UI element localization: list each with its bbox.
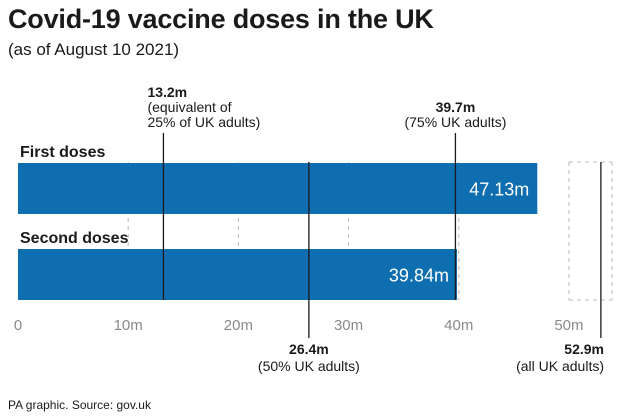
reference-label-3-line-2: (50% UK adults) [258, 358, 360, 374]
x-tick-label-20: 20m [224, 317, 253, 334]
x-tick-label-0: 0 [14, 317, 22, 334]
reference-label-2-line-1: 39.7m [436, 99, 476, 115]
reference-label-1-line-1: 13.2m [147, 84, 187, 100]
reference-label-1-line-3: 25% of UK adults) [147, 114, 260, 130]
chart-subtitle: (as of August 10 2021) [8, 40, 180, 59]
category-label-1: First doses [20, 144, 105, 161]
x-tick-label-50: 50m [554, 317, 583, 334]
chart-title: Covid-19 vaccine doses in the UK [8, 4, 434, 34]
bar-2 [18, 249, 457, 300]
x-tick-label-40: 40m [444, 317, 473, 334]
bar-value-label-1: 47.13m [469, 180, 529, 200]
reference-label-2-line-2: (75% UK adults) [404, 114, 506, 130]
category-label-2: Second doses [20, 230, 129, 247]
reference-label-4-line-1: 52.9m [564, 341, 604, 357]
source-note: PA graphic. Source: gov.uk [8, 398, 151, 412]
x-tick-label-10: 10m [114, 317, 143, 334]
bar-value-label-2: 39.84m [389, 266, 449, 286]
bar-1 [18, 163, 538, 214]
reference-label-4-line-2: (all UK adults) [516, 358, 604, 374]
reference-label-3-line-1: 26.4m [289, 341, 329, 357]
reference-label-1-line-2: (equivalent of [147, 99, 231, 115]
x-tick-label-30: 30m [334, 317, 363, 334]
